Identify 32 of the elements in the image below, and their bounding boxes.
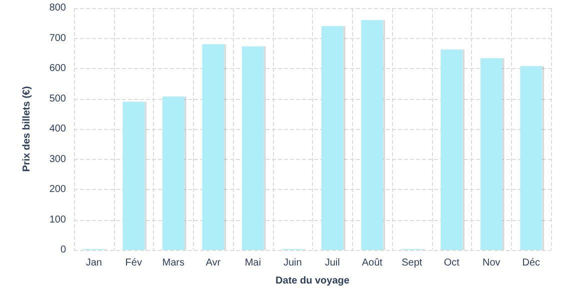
x-tick-label: Nov: [482, 258, 500, 268]
y-axis-title: Prix des billets (€): [22, 86, 32, 172]
y-tick-label: 500: [49, 93, 66, 104]
x-axis-title: Date du voyage: [276, 276, 350, 286]
x-tick-label: Déc: [522, 258, 540, 268]
x-tick-label: Jan: [86, 258, 102, 268]
x-tick-label: Juil: [324, 258, 340, 268]
bar: [520, 66, 542, 250]
x-tick-label: Mai: [244, 258, 261, 268]
bar: [361, 20, 384, 250]
y-tick-label: 800: [49, 2, 66, 14]
x-tick-label: Oct: [444, 258, 460, 268]
x-tick-label: Avr: [206, 258, 222, 268]
bar: [202, 44, 224, 250]
x-tick-label: Août: [362, 258, 383, 268]
y-tick-label: 700: [49, 32, 66, 44]
bar: [162, 96, 184, 250]
y-tick-label: 400: [49, 124, 66, 134]
bar: [242, 46, 264, 250]
bar: [440, 49, 463, 250]
x-tick-label: Juin: [283, 258, 302, 268]
y-tick-label: 0: [60, 244, 66, 256]
y-tick-label: 600: [49, 63, 66, 74]
x-tick-label: Mars: [162, 258, 184, 268]
y-tick-label: 200: [49, 184, 66, 195]
y-tick-label: 300: [49, 154, 66, 165]
y-tick-label: 100: [49, 214, 66, 226]
bar: [321, 26, 344, 250]
bar: [122, 102, 145, 250]
x-tick-label: Sept: [402, 258, 422, 268]
x-tick-label: Fév: [125, 258, 142, 268]
bar: [480, 58, 502, 250]
